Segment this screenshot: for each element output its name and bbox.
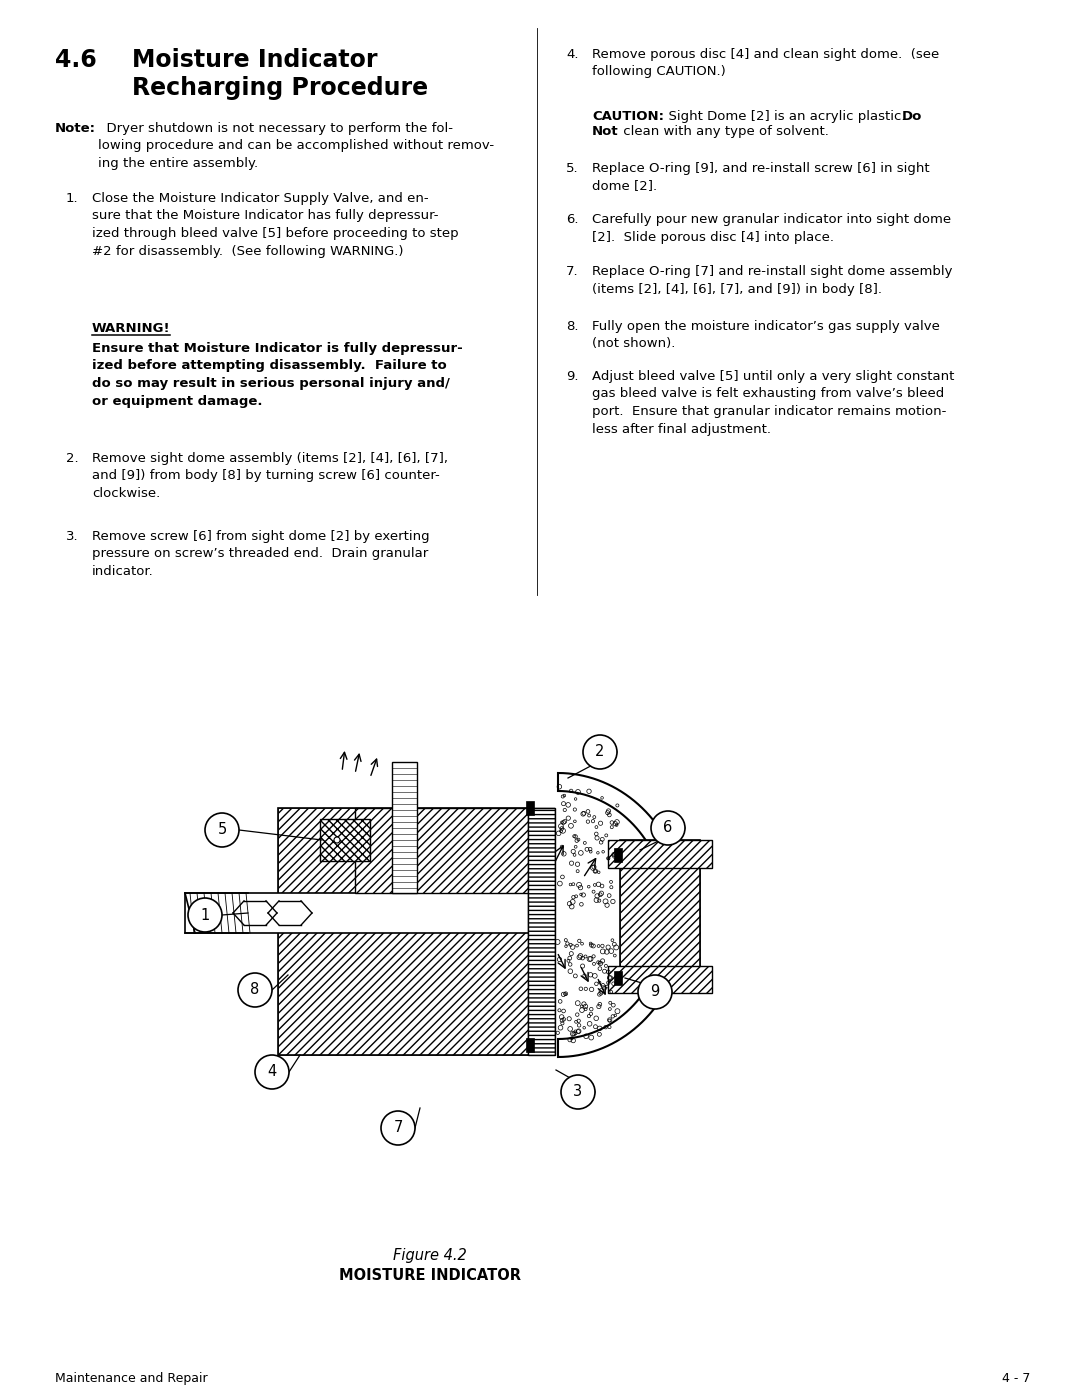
Text: WARNING!: WARNING! — [92, 321, 171, 335]
Polygon shape — [355, 807, 530, 893]
Text: Fully open the moisture indicator’s gas supply valve
(not shown).: Fully open the moisture indicator’s gas … — [592, 320, 940, 351]
Circle shape — [381, 1111, 415, 1146]
Text: 1.: 1. — [66, 191, 79, 205]
Text: 9: 9 — [650, 985, 660, 999]
Polygon shape — [615, 971, 622, 985]
Circle shape — [334, 837, 340, 842]
Polygon shape — [392, 761, 417, 893]
Text: CAUTION:: CAUTION: — [592, 110, 664, 123]
Circle shape — [583, 735, 617, 768]
Text: 7: 7 — [393, 1120, 403, 1136]
Circle shape — [561, 1076, 595, 1109]
Text: Ensure that Moisture Indicator is fully depressur-
ized before attempting disass: Ensure that Moisture Indicator is fully … — [92, 342, 462, 408]
Circle shape — [238, 972, 272, 1007]
Polygon shape — [185, 893, 530, 933]
Text: Adjust bleed valve [5] until only a very slight constant
gas bleed valve is felt: Adjust bleed valve [5] until only a very… — [592, 370, 955, 436]
Polygon shape — [528, 807, 555, 1055]
Text: 3: 3 — [573, 1084, 582, 1099]
Text: 9.: 9. — [566, 370, 579, 383]
Text: 8: 8 — [251, 982, 259, 997]
Polygon shape — [320, 819, 370, 861]
Circle shape — [638, 975, 672, 1009]
Polygon shape — [608, 965, 712, 993]
Text: 3.: 3. — [66, 529, 79, 543]
Text: MOISTURE INDICATOR: MOISTURE INDICATOR — [339, 1268, 521, 1282]
Text: 5.: 5. — [566, 162, 579, 175]
Text: 4.: 4. — [566, 47, 579, 61]
Circle shape — [188, 898, 222, 932]
Text: Figure 4.2: Figure 4.2 — [393, 1248, 467, 1263]
Text: Moisture Indicator: Moisture Indicator — [132, 47, 378, 73]
Polygon shape — [620, 840, 700, 993]
Text: 1: 1 — [201, 908, 210, 922]
Text: Note:: Note: — [55, 122, 96, 136]
Text: 7.: 7. — [566, 265, 579, 278]
Text: Remove sight dome assembly (items [2], [4], [6], [7],
and [9]) from body [8] by : Remove sight dome assembly (items [2], [… — [92, 453, 448, 500]
Circle shape — [651, 812, 685, 845]
Polygon shape — [615, 848, 622, 862]
Text: Recharging Procedure: Recharging Procedure — [132, 75, 428, 101]
Text: Carefully pour new granular indicator into sight dome
[2].  Slide porous disc [4: Carefully pour new granular indicator in… — [592, 212, 951, 243]
Text: Replace O-ring [7] and re-install sight dome assembly
(items [2], [4], [6], [7],: Replace O-ring [7] and re-install sight … — [592, 265, 953, 296]
Text: 8.: 8. — [566, 320, 579, 332]
Text: 4.6: 4.6 — [55, 47, 97, 73]
Text: Remove screw [6] from sight dome [2] by exerting
pressure on screw’s threaded en: Remove screw [6] from sight dome [2] by … — [92, 529, 430, 578]
Text: Do: Do — [902, 110, 922, 123]
Text: Sight Dome [2] is an acrylic plastic.: Sight Dome [2] is an acrylic plastic. — [660, 110, 914, 123]
Text: 4 - 7: 4 - 7 — [1001, 1372, 1030, 1384]
Text: 2.: 2. — [66, 453, 79, 465]
Polygon shape — [526, 1038, 534, 1052]
Polygon shape — [278, 807, 530, 1055]
Polygon shape — [526, 800, 534, 814]
Text: Dryer shutdown is not necessary to perform the fol-
lowing procedure and can be : Dryer shutdown is not necessary to perfo… — [98, 122, 495, 170]
Text: Remove porous disc [4] and clean sight dome.  (see
following CAUTION.): Remove porous disc [4] and clean sight d… — [592, 47, 940, 78]
Text: Maintenance and Repair: Maintenance and Repair — [55, 1372, 207, 1384]
Text: 6.: 6. — [566, 212, 579, 226]
Text: Close the Moisture Indicator Supply Valve, and en-
sure that the Moisture Indica: Close the Moisture Indicator Supply Valv… — [92, 191, 459, 257]
Text: 5: 5 — [217, 823, 227, 837]
Polygon shape — [608, 840, 712, 868]
Text: 4: 4 — [268, 1065, 276, 1080]
Text: Replace O-ring [9], and re-install screw [6] in sight
dome [2].: Replace O-ring [9], and re-install screw… — [592, 162, 930, 193]
Text: Not: Not — [592, 124, 619, 138]
Polygon shape — [558, 773, 686, 1058]
Text: clean with any type of solvent.: clean with any type of solvent. — [619, 124, 828, 138]
Circle shape — [205, 813, 239, 847]
Text: 2: 2 — [595, 745, 605, 760]
Circle shape — [255, 1055, 289, 1090]
Text: 6: 6 — [663, 820, 673, 835]
